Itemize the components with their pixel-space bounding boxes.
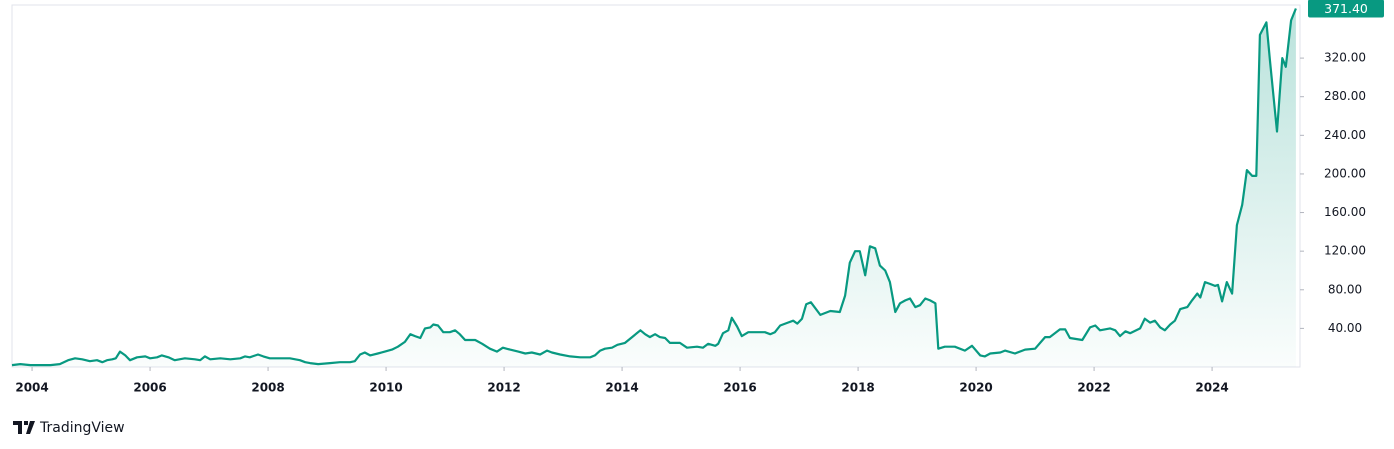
y-tick-label: 40.00 — [1328, 321, 1362, 335]
y-tick-label: 240.00 — [1324, 128, 1366, 142]
plot-frame — [11, 4, 1301, 368]
y-tick-label: 120.00 — [1324, 244, 1366, 258]
x-tick-label: 2012 — [487, 381, 520, 395]
price-line — [11, 8, 1297, 367]
x-tick-label: 2010 — [369, 381, 402, 395]
last-price-label: 371.40 — [1324, 1, 1368, 16]
last-price-box — [1308, 0, 1384, 18]
x-tick-label: 2006 — [133, 381, 166, 395]
x-tick-label: 2018 — [841, 381, 874, 395]
x-tick-label: 2024 — [1195, 381, 1228, 395]
y-tick-label: 280.00 — [1324, 89, 1366, 103]
y-tick-label: 80.00 — [1328, 282, 1362, 296]
x-tick-label: 2020 — [959, 381, 992, 395]
y-tick-label: 320.00 — [1324, 51, 1366, 65]
y-tick-label: 160.00 — [1324, 205, 1366, 219]
y-tick-label: 200.00 — [1324, 166, 1366, 180]
x-tick-label: 2022 — [1077, 381, 1110, 395]
x-tick-label: 2008 — [251, 381, 284, 395]
last-price-badge: 371.40 — [1308, 0, 1384, 18]
x-tick-label: 2016 — [723, 381, 756, 395]
watermark: TradingView — [39, 420, 125, 436]
area-fill — [12, 8, 1296, 367]
x-tick-label: 2014 — [605, 381, 638, 395]
x-tick-label: 2004 — [15, 381, 48, 395]
logo: TradingView — [13, 420, 125, 436]
